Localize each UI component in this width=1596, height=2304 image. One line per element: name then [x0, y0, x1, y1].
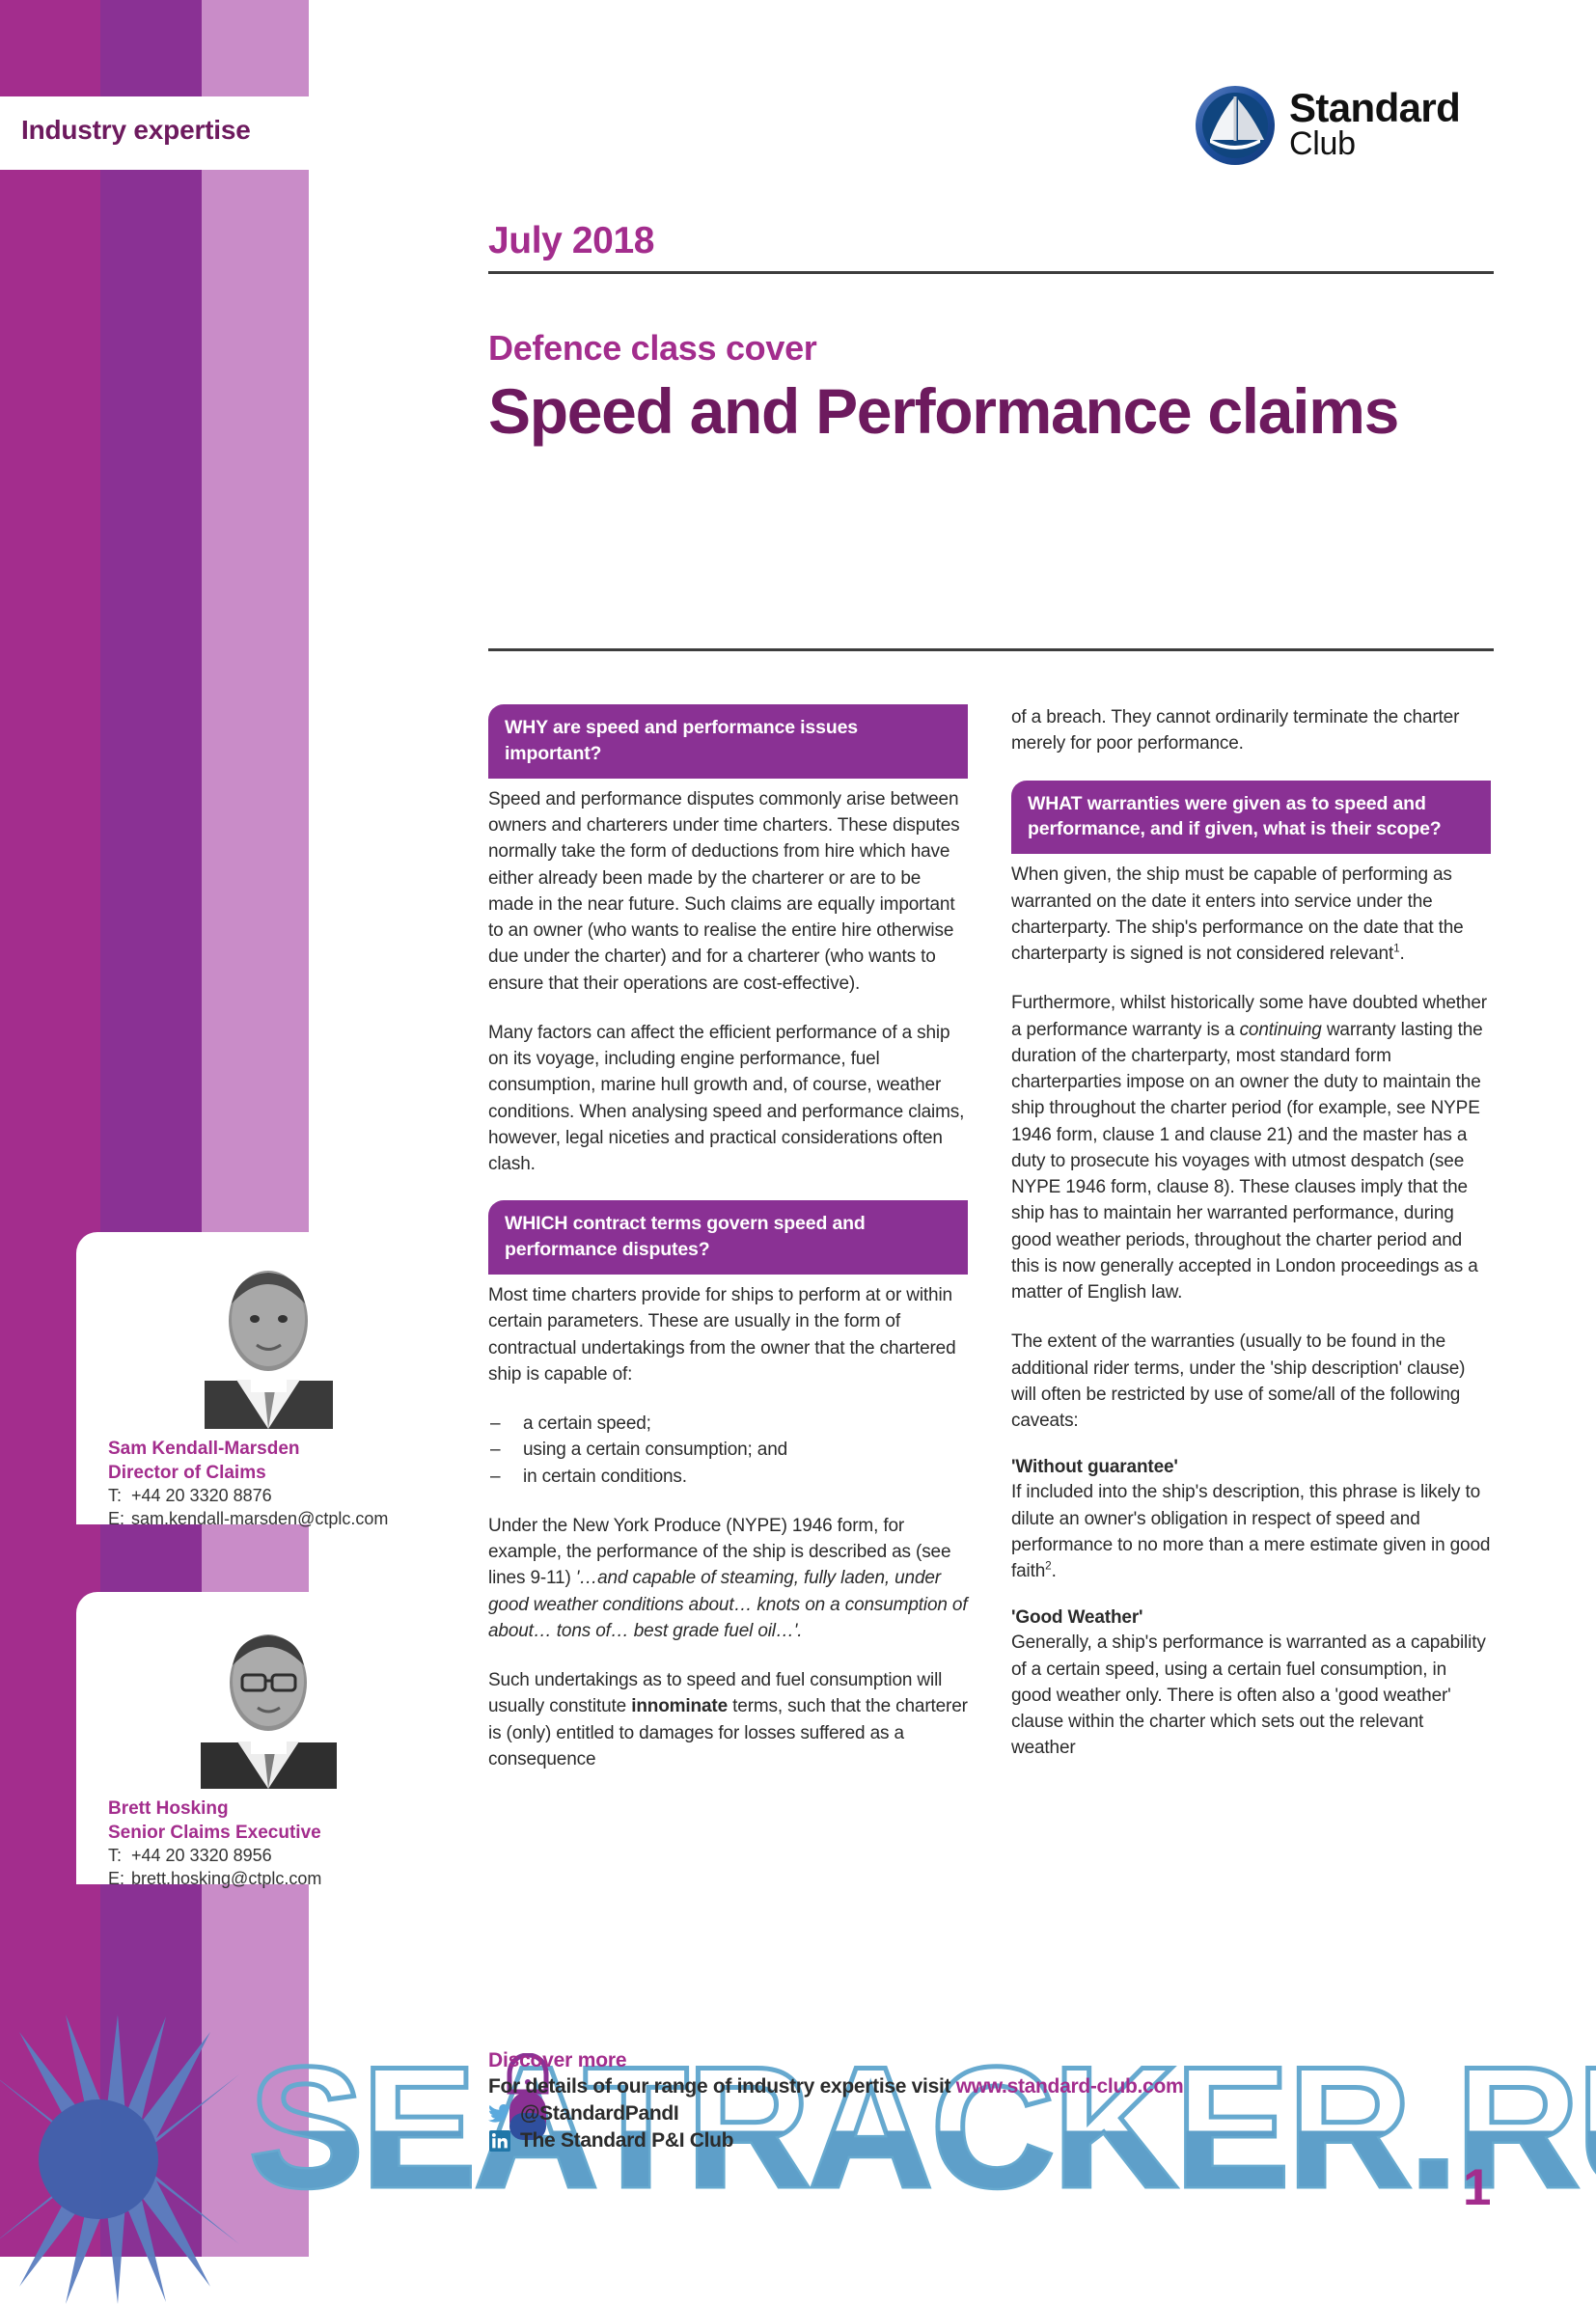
sidebar-stripe-3 — [202, 0, 309, 2257]
emphasis-continuing: continuing — [1239, 1019, 1322, 1040]
email-label: E: — [108, 1508, 125, 1528]
phone-label: T: — [108, 1486, 123, 1506]
list-item: using a certain consumption; and — [488, 1437, 968, 1464]
title-kicker: Defence class cover — [488, 328, 817, 368]
discover-more-label: Discover more — [488, 2049, 627, 2071]
innominate-tail: terms, such that the charterer is (only)… — [488, 1696, 968, 1769]
paragraph: When given, the ship must be capable of … — [1011, 862, 1491, 967]
twitter-icon — [488, 2103, 510, 2123]
phone-value: +44 20 3320 8956 — [131, 1846, 272, 1866]
phone-label: T: — [108, 1846, 123, 1866]
text-run: warranty lasting the duration of the cha… — [1011, 1019, 1483, 1303]
text-run: Furthermore, whilst historically some ha… — [1011, 993, 1487, 1040]
twitter-handle[interactable]: @StandardPandI — [520, 2102, 679, 2125]
page-title: Speed and Performance claims — [488, 375, 1399, 447]
footer-details-text: For details of our range of industry exp… — [488, 2075, 956, 2098]
paragraph: Generally, a ship's performance is warra… — [1011, 1632, 1486, 1759]
text-run: When given, the ship must be capable of … — [1011, 864, 1464, 965]
innominate-term: innominate — [631, 1696, 729, 1717]
portrait-photo — [183, 1605, 354, 1789]
bullet-list: a certain speed; using a certain consump… — [488, 1411, 968, 1490]
paragraph: Furthermore, whilst historically some ha… — [1011, 990, 1491, 1305]
text-run: . — [1051, 1561, 1057, 1582]
footnote-ref: 1 — [1393, 942, 1400, 955]
paragraph: If included into the ship's description,… — [1011, 1479, 1491, 1584]
contact-details: Sam Kendall-Marsden Director of Claims T… — [108, 1437, 388, 1531]
footnote-ref: 2 — [1045, 1559, 1052, 1573]
linkedin-icon — [489, 2130, 510, 2152]
contact-name: Sam Kendall-Marsden — [108, 1439, 300, 1459]
text-run: . — [1399, 944, 1405, 965]
email-value[interactable]: sam.kendall-marsden@ctplc.com — [131, 1508, 389, 1528]
footer: Discover more For details of our range o… — [488, 2049, 1501, 2156]
list-item: in certain conditions. — [488, 1464, 968, 1491]
innominate-lead: Such undertakings as to speed and fuel c… — [488, 1670, 943, 1717]
section-heading-which: WHICH contract terms govern speed and pe… — [488, 1200, 968, 1275]
logo-line-2: Club — [1289, 124, 1356, 162]
contact-card: Brett Hosking Senior Claims Executive T:… — [76, 1592, 405, 1888]
issue-date: July 2018 — [488, 220, 655, 261]
contact-email[interactable]: E: sam.kendall-marsden@ctplc.com — [108, 1508, 388, 1531]
nype-quote: '…and capable of steaming, fully laden, … — [488, 1568, 968, 1641]
subheading-good-weather: 'Good Weather' — [1011, 1607, 1143, 1629]
subheading-without-guarantee: 'Without guarantee' — [1011, 1457, 1178, 1478]
contact-role: Senior Claims Executive — [108, 1823, 321, 1844]
sidebar-stripe-2 — [100, 0, 202, 2257]
paragraph-innominate: Such undertakings as to speed and fuel c… — [488, 1667, 968, 1772]
industry-expertise-band — [0, 96, 405, 170]
paragraph-nype-quote: Under the New York Produce (NYPE) 1946 f… — [488, 1513, 968, 1644]
paragraph: Speed and performance disputes commonly … — [488, 788, 960, 994]
content-column-left: WHY are speed and performance issues imp… — [488, 704, 968, 1772]
linkedin-row[interactable]: The Standard P&I Club — [488, 2129, 1501, 2153]
phone-value: +44 20 3320 8876 — [131, 1486, 272, 1506]
logo-line-1: Standard — [1289, 85, 1461, 130]
paragraph: Most time charters provide for ships to … — [488, 1285, 956, 1385]
contact-role: Director of Claims — [108, 1463, 266, 1484]
website-link[interactable]: www.standard-club.com — [955, 2075, 1184, 2098]
content-column-right: of a breach. They cannot ordinarily term… — [1011, 704, 1491, 1762]
footer-details-line: For details of our range of industry exp… — [488, 2075, 1501, 2098]
contact-card: Sam Kendall-Marsden Director of Claims T… — [76, 1232, 405, 1528]
industry-expertise-label: Industry expertise — [21, 115, 251, 145]
left-sidebar — [0, 0, 309, 2257]
section-heading-what: WHAT warranties were given as to speed a… — [1011, 780, 1491, 855]
twitter-row[interactable]: @StandardPandI — [488, 2102, 1501, 2126]
contact-details: Brett Hosking Senior Claims Executive T:… — [108, 1797, 321, 1891]
contact-phone: T: +44 20 3320 8876 — [108, 1485, 388, 1508]
page-number: 1 — [1463, 2159, 1492, 2216]
email-value[interactable]: brett.hosking@ctplc.com — [131, 1868, 322, 1888]
contact-name: Brett Hosking — [108, 1798, 229, 1819]
contact-phone: T: +44 20 3320 8956 — [108, 1845, 321, 1868]
portrait-photo — [183, 1246, 354, 1429]
mouse-pointer-icon — [507, 2053, 549, 2140]
paragraph: Many factors can affect the efficient pe… — [488, 1022, 965, 1175]
nype-lead: Under the New York Produce (NYPE) 1946 f… — [488, 1515, 951, 1589]
paragraph: The extent of the warranties (usually to… — [1011, 1331, 1466, 1432]
paragraph-continued: of a breach. They cannot ordinarily term… — [1011, 707, 1460, 754]
avatar — [183, 1246, 354, 1429]
text-run: If included into the ship's description,… — [1011, 1482, 1491, 1582]
title-rule-bottom — [488, 648, 1494, 651]
email-label: E: — [108, 1868, 125, 1888]
sidebar-stripe-1 — [0, 0, 100, 2257]
avatar — [183, 1605, 354, 1789]
contact-email[interactable]: E: brett.hosking@ctplc.com — [108, 1868, 321, 1891]
sailboat-logo-icon — [1195, 85, 1276, 166]
list-item: a certain speed; — [488, 1411, 968, 1438]
title-rule-top — [488, 271, 1494, 274]
section-heading-why: WHY are speed and performance issues imp… — [488, 704, 968, 779]
logo-wordmark: Standard Club — [1289, 85, 1461, 162]
standard-club-logo: Standard Club — [1195, 85, 1513, 178]
linkedin-name[interactable]: The Standard P&I Club — [520, 2129, 734, 2152]
